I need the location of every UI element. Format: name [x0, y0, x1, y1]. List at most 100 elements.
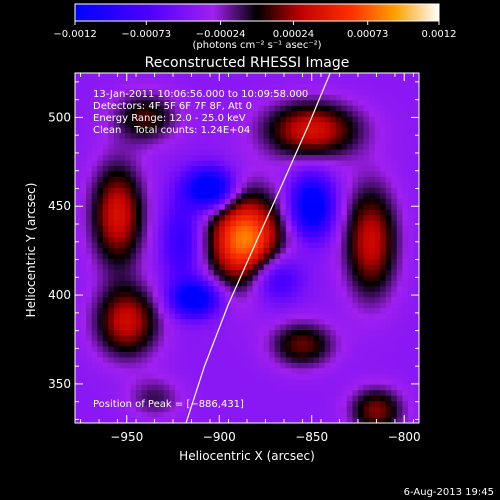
- colorbar-tick-label: 0.00073: [347, 29, 388, 40]
- heatmap-cell: [80, 297, 87, 304]
- heatmap-cell: [324, 264, 331, 271]
- heatmap-cell: [396, 313, 403, 320]
- heatmap-cell: [374, 226, 381, 233]
- heatmap-cell: [380, 127, 387, 134]
- heatmap-cell: [208, 100, 215, 107]
- heatmap-cell: [163, 105, 170, 112]
- heatmap-cell: [197, 193, 204, 200]
- heatmap-cell: [124, 204, 132, 211]
- heatmap-cell: [402, 401, 409, 408]
- heatmap-cell: [147, 253, 154, 260]
- heatmap-cell: [235, 373, 243, 380]
- heatmap-cell: [174, 237, 182, 244]
- heatmap-cell: [219, 231, 226, 238]
- heatmap-cell: [86, 379, 93, 386]
- heatmap-cell: [324, 111, 331, 118]
- heatmap-cell: [374, 209, 381, 216]
- heatmap-cell: [113, 357, 120, 364]
- heatmap-cell: [296, 187, 304, 194]
- heatmap-cell: [330, 302, 337, 309]
- heatmap-cell: [313, 373, 320, 380]
- heatmap-cell: [141, 248, 148, 255]
- heatmap-cell: [324, 198, 331, 205]
- heatmap-cell: [296, 401, 304, 408]
- heatmap-cell: [335, 313, 342, 320]
- heatmap-cell: [80, 390, 87, 397]
- heatmap-cell: [141, 373, 148, 380]
- heatmap-cell: [330, 155, 337, 162]
- heatmap-cell: [124, 286, 132, 293]
- heatmap-cell: [86, 357, 93, 364]
- heatmap-cell: [319, 100, 326, 107]
- heatmap-cell: [302, 297, 309, 304]
- heatmap-cell: [180, 395, 187, 402]
- heatmap-cell: [302, 89, 309, 96]
- heatmap-cell: [169, 390, 176, 397]
- heatmap-cell: [119, 264, 126, 271]
- heatmap-cell: [86, 100, 93, 107]
- heatmap-cell: [346, 171, 354, 178]
- heatmap-cell: [185, 231, 193, 238]
- heatmap-cell: [213, 204, 220, 211]
- heatmap-cell: [247, 412, 254, 419]
- heatmap-cell: [335, 340, 342, 348]
- heatmap-cell: [330, 73, 337, 80]
- heatmap-cell: [413, 231, 419, 238]
- heatmap-cell: [80, 248, 87, 255]
- heatmap-cell: [291, 165, 298, 173]
- heatmap-cell: [274, 351, 281, 358]
- heatmap-cell: [402, 160, 409, 167]
- heatmap-cell: [291, 291, 298, 298]
- heatmap-cell: [413, 111, 419, 118]
- heatmap-cell: [213, 286, 220, 293]
- heatmap-cell: [119, 155, 126, 162]
- heatmap-cell: [413, 144, 419, 151]
- heatmap-cell: [241, 122, 248, 129]
- heatmap-cell: [113, 127, 120, 134]
- heatmap-cell: [319, 231, 326, 238]
- heatmap-cell: [413, 373, 419, 380]
- heatmap-cell: [174, 198, 182, 205]
- heatmap-cell: [258, 351, 265, 358]
- heatmap-cell: [219, 302, 226, 309]
- heatmap-cell: [219, 346, 226, 353]
- heatmap-cell: [152, 379, 159, 386]
- heatmap-cell: [252, 286, 259, 293]
- heatmap-cell: [341, 187, 348, 194]
- heatmap-cell: [369, 231, 376, 238]
- heatmap-cell: [380, 357, 387, 364]
- heatmap-cell: [357, 319, 365, 326]
- heatmap-cell: [208, 149, 215, 156]
- heatmap-cell: [313, 127, 320, 134]
- heatmap-cell: [369, 291, 376, 298]
- heatmap-cell: [280, 351, 287, 358]
- heatmap-cell: [97, 351, 104, 358]
- heatmap-cell: [241, 144, 248, 151]
- heatmap-cell: [313, 138, 320, 145]
- heatmap-cell: [296, 182, 304, 189]
- heatmap-cell: [402, 351, 409, 358]
- heatmap-cell: [335, 209, 342, 216]
- heatmap-cell: [202, 351, 209, 358]
- heatmap-cell: [330, 384, 337, 391]
- heatmap-cell: [269, 269, 276, 276]
- heatmap-cell: [363, 165, 370, 173]
- heatmap-cell: [252, 412, 259, 419]
- heatmap-cell: [285, 231, 292, 238]
- heatmap-cell: [230, 395, 237, 402]
- heatmap-cell: [180, 264, 187, 271]
- heatmap-cell: [108, 269, 115, 276]
- heatmap-cell: [113, 89, 120, 96]
- heatmap-cell: [369, 264, 376, 271]
- heatmap-cell: [335, 73, 342, 80]
- heatmap-cell: [91, 335, 98, 342]
- heatmap-cell: [91, 368, 98, 375]
- heatmap-cell: [258, 160, 265, 167]
- heatmap-cell: [252, 357, 259, 364]
- heatmap-cell: [219, 182, 226, 189]
- heatmap-cell: [97, 149, 104, 156]
- heatmap-cell: [80, 215, 87, 222]
- heatmap-cell: [86, 198, 93, 205]
- heatmap-cell: [324, 144, 331, 151]
- heatmap-cell: [97, 280, 104, 287]
